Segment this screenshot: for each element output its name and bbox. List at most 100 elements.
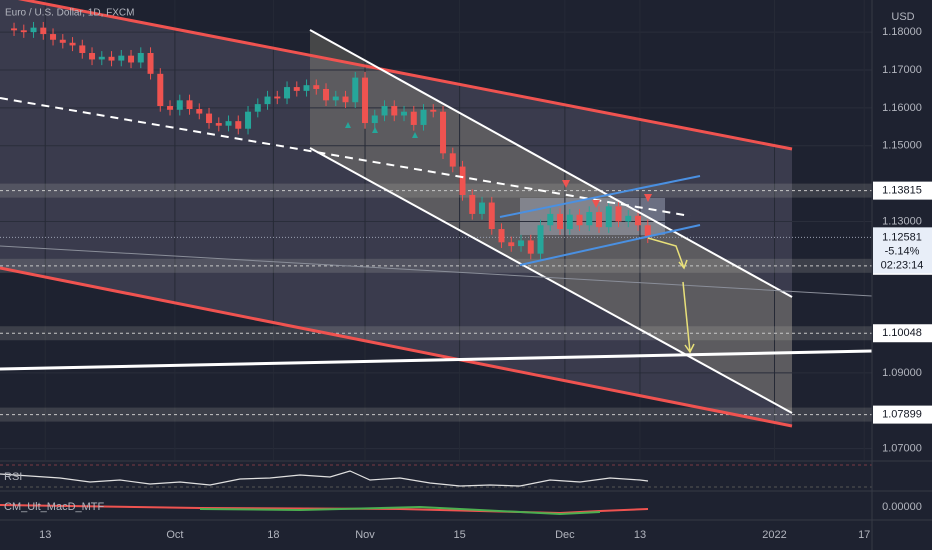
macd-pane: CM_Ult_MacD_MTF bbox=[0, 490, 932, 521]
candle-body bbox=[176, 100, 183, 110]
candle-body bbox=[206, 113, 213, 124]
candle-body bbox=[596, 212, 603, 228]
price-axis: 1.18000 1.17000 1.16000 1.15000 1.13000 1.090… bbox=[873, 26, 932, 513]
signal-marker bbox=[562, 180, 570, 188]
x-tick-label: 18 bbox=[267, 529, 279, 541]
candle-body bbox=[459, 166, 466, 195]
candle-body bbox=[215, 123, 222, 126]
candle-body bbox=[264, 96, 271, 105]
candle-body bbox=[30, 27, 37, 33]
x-tick-label: Nov bbox=[355, 529, 375, 541]
candle-body bbox=[225, 121, 232, 126]
x-tick-label: Dec bbox=[555, 529, 575, 541]
candle-body bbox=[488, 202, 495, 230]
x-tick-label: 15 bbox=[453, 529, 465, 541]
candle-body bbox=[196, 109, 203, 114]
candle-body bbox=[293, 87, 300, 91]
macd-zero-label: 0.00000 bbox=[882, 501, 922, 513]
y-tick-label: 1.07000 bbox=[882, 443, 922, 455]
candle-body bbox=[401, 111, 408, 116]
channel-line bbox=[17, 0, 793, 151]
arrow-head bbox=[684, 343, 695, 354]
candle-body bbox=[508, 242, 515, 247]
candle-body bbox=[362, 77, 369, 124]
level-label-box bbox=[873, 181, 932, 200]
trend-line bbox=[0, 349, 873, 371]
candle-body bbox=[586, 212, 593, 226]
candle-body bbox=[284, 87, 291, 99]
signal-marker bbox=[345, 122, 351, 128]
signal-marker bbox=[412, 132, 418, 138]
level-label: 1.10048 bbox=[882, 327, 922, 339]
candle-body bbox=[20, 30, 27, 33]
indicator-name: CM_Ult_MacD_MTF bbox=[4, 501, 105, 513]
candle-body bbox=[137, 53, 144, 63]
candle-body bbox=[59, 39, 66, 43]
candle-body bbox=[40, 27, 47, 35]
y-tick-label: 1.09000 bbox=[882, 367, 922, 379]
candle-body bbox=[557, 213, 564, 230]
candle-body bbox=[147, 53, 154, 74]
candle-body bbox=[313, 85, 320, 89]
wedge-line bbox=[499, 175, 701, 218]
wedge-line bbox=[519, 224, 701, 266]
signal-marker bbox=[372, 127, 378, 133]
candles bbox=[11, 21, 651, 260]
candle-body bbox=[605, 206, 612, 228]
candle-body bbox=[245, 111, 252, 129]
x-tick-label: 17 bbox=[858, 529, 870, 541]
candle-body bbox=[576, 214, 583, 226]
candle-body bbox=[157, 73, 164, 107]
candle-body bbox=[430, 109, 437, 112]
channel-line bbox=[309, 147, 793, 414]
level-zone bbox=[0, 258, 872, 273]
signal-marker bbox=[644, 194, 652, 202]
candle-body bbox=[644, 225, 651, 238]
currency: USD bbox=[891, 11, 914, 23]
level-zone bbox=[0, 183, 872, 198]
level-label: 1.13815 bbox=[882, 185, 922, 197]
candle-body bbox=[537, 225, 544, 254]
candle-body bbox=[128, 55, 135, 63]
level-zone bbox=[0, 407, 872, 422]
indicator-name: RSI bbox=[4, 471, 22, 483]
candle-body bbox=[410, 111, 417, 125]
arrow-head bbox=[678, 259, 688, 270]
y-tick-label: 1.17000 bbox=[882, 64, 922, 76]
candle-body bbox=[479, 202, 486, 214]
level-label-box bbox=[873, 405, 932, 424]
candle-body bbox=[50, 34, 57, 40]
candle-body bbox=[235, 121, 242, 129]
candle-body bbox=[186, 100, 193, 110]
candle-body bbox=[635, 215, 642, 226]
candle-body bbox=[498, 229, 505, 243]
x-tick-label: Oct bbox=[166, 529, 183, 541]
candle-body bbox=[469, 194, 476, 214]
candle-body bbox=[342, 96, 349, 103]
x-tick-label: 13 bbox=[634, 529, 646, 541]
candle-body bbox=[518, 240, 525, 247]
trend-line bbox=[0, 245, 873, 297]
channel-line bbox=[0, 266, 793, 428]
price-label: 1.12581 bbox=[882, 231, 922, 243]
chart-title: Euro / U.S. Dollar, 1D, FXCM bbox=[5, 8, 134, 19]
y-tick-label: 1.13000 bbox=[882, 215, 922, 227]
signal-line bbox=[199, 505, 601, 516]
candle-body bbox=[352, 77, 359, 103]
candle-body bbox=[254, 104, 261, 112]
change-label: -5.14% bbox=[885, 245, 920, 257]
candle-body bbox=[615, 206, 622, 222]
candle-body bbox=[118, 55, 125, 61]
candle-body bbox=[79, 45, 86, 54]
candle-body bbox=[625, 215, 632, 222]
y-tick-label: 1.18000 bbox=[882, 26, 922, 38]
candle-body bbox=[108, 56, 115, 61]
level-label: 1.07899 bbox=[882, 409, 922, 421]
candle-body bbox=[449, 153, 456, 167]
red-channel-fill bbox=[0, 0, 792, 426]
candle-body bbox=[420, 109, 427, 125]
candle-body bbox=[11, 28, 18, 31]
rsi-line bbox=[0, 470, 649, 487]
